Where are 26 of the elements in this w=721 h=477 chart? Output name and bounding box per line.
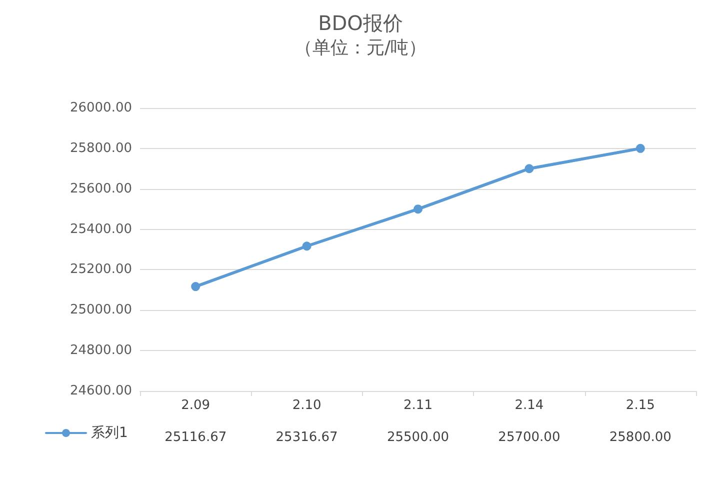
data-label: 25116.67 [164,430,227,445]
y-tick-label: 24800.00 [70,343,132,358]
data-label: 25500.00 [386,430,450,445]
point [191,282,200,292]
y-tick-label: 26000.00 [70,100,132,116]
chart-subtitle: （单位：元/吨） [294,38,427,58]
x-tick-label: 2.15 [626,398,655,413]
legend-label: 系列1 [91,425,128,441]
y-tick-label: 25000.00 [70,302,132,318]
x-tick-label: 2.11 [404,398,432,413]
x-tick-label: 2.10 [292,398,322,413]
x-tick-label: 2.09 [181,398,210,413]
y-tick-label: 25800.00 [70,140,132,156]
x-tick-label: 2.14 [514,398,544,413]
data-label: 25700.00 [498,430,560,445]
y-tick-label: 25600.00 [70,181,132,196]
point [414,204,422,214]
point [524,164,534,174]
y-tick-label: 25400.00 [70,222,132,237]
y-tick-label: 24600.00 [70,384,132,398]
point [302,242,312,251]
chart-title: BDO报价 [318,11,403,35]
point [636,144,645,153]
data-label: 25316.67 [276,430,338,445]
y-tick-label: 25200.00 [70,262,132,278]
data-label: 25800.00 [609,430,672,445]
